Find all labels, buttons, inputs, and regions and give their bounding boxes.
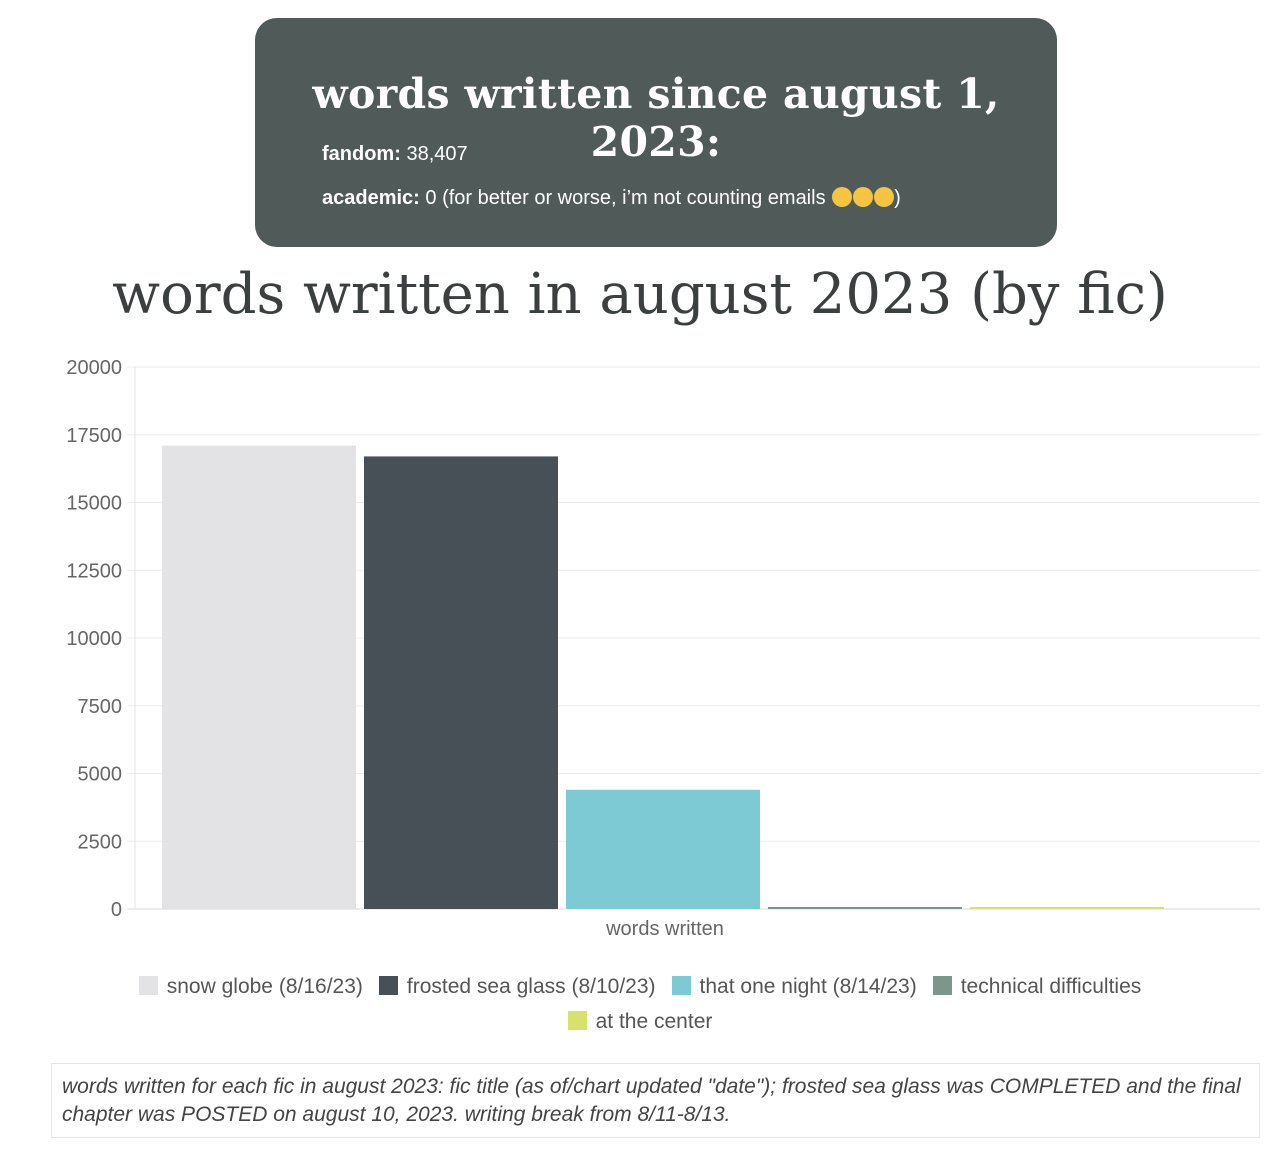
bar-5 xyxy=(970,907,1164,909)
y-tick-label: 10000 xyxy=(66,628,122,650)
summary-title: words written since august 1, 2023: xyxy=(312,70,1000,166)
legend-item[interactable]: frosted sea glass (8/10/23) xyxy=(378,975,656,999)
bar-chart: 0 2500 5000 7500 10000 12500 15000 17500 20000 wo… xyxy=(66,357,1260,940)
upside-down-face-emoji-icon xyxy=(874,187,895,207)
y-tick-label: 15000 xyxy=(66,493,122,515)
y-tick-label: 17500 xyxy=(66,425,122,447)
fandom-line: fandom: 38,407 xyxy=(322,143,468,166)
y-tick-label: 2500 xyxy=(78,831,123,853)
summary-card: words written since august 1, 2023: fand… xyxy=(255,18,1057,247)
legend-swatch xyxy=(671,976,691,995)
fandom-value: 38,407 xyxy=(406,143,468,165)
legend-item[interactable]: snow globe (8/16/23) xyxy=(138,975,363,999)
fandom-label: fandom: xyxy=(322,143,401,165)
legend-item[interactable]: technical difficulties xyxy=(932,975,1142,999)
chart-note: words written for each fic in august 202… xyxy=(51,1063,1260,1138)
legend-label: technical difficulties xyxy=(960,975,1142,998)
legend-label: frosted sea glass (8/10/23) xyxy=(406,975,656,998)
x-category-label: words written xyxy=(605,918,724,940)
legend-item[interactable]: at the center xyxy=(567,1010,713,1034)
academic-tail: ) xyxy=(894,187,901,209)
legend-label: at the center xyxy=(595,1010,713,1033)
y-tick-label: 7500 xyxy=(78,696,123,718)
face-with-hand-over-mouth-emoji-icon xyxy=(853,187,874,207)
academic-line: academic: 0 (for better or worse, i’m no… xyxy=(322,187,901,210)
legend-swatch xyxy=(932,976,952,995)
y-tick-label: 12500 xyxy=(66,560,122,582)
bar-2 xyxy=(364,456,558,909)
legend-swatch xyxy=(138,976,158,995)
legend-row-1: snow globe (8/16/23) frosted sea glass (8… xyxy=(0,975,1280,999)
bar-3 xyxy=(566,789,760,909)
legend-swatch xyxy=(378,976,398,995)
bar-4 xyxy=(768,907,962,909)
y-tick-label: 0 xyxy=(111,899,122,921)
academic-value: 0 (for better or worse, i’m not counting… xyxy=(425,187,832,209)
legend-label: that one night (8/14/23) xyxy=(699,975,917,998)
y-tick-label: 5000 xyxy=(78,764,123,786)
rolling-on-floor-laughing-emoji-icon xyxy=(832,187,853,207)
y-tick-label: 20000 xyxy=(66,357,122,379)
academic-label: academic: xyxy=(322,187,420,209)
chart-title: words written in august 2023 (by fic) xyxy=(112,262,1168,327)
legend-label: snow globe (8/16/23) xyxy=(166,975,363,998)
legend-row-2: at the center xyxy=(0,1010,1280,1034)
bar-1 xyxy=(162,445,356,909)
legend-swatch xyxy=(567,1011,587,1030)
legend-item[interactable]: that one night (8/14/23) xyxy=(671,975,917,999)
